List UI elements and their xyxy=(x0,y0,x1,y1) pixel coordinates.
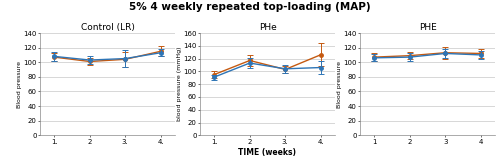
Y-axis label: Blood pressure: Blood pressure xyxy=(336,61,342,108)
Title: Control (LR): Control (LR) xyxy=(80,23,134,32)
Title: PHE: PHE xyxy=(418,23,436,32)
Y-axis label: blood pressure (mmHg): blood pressure (mmHg) xyxy=(176,47,182,121)
Y-axis label: Blood pressure: Blood pressure xyxy=(16,61,21,108)
X-axis label: TIME (weeks): TIME (weeks) xyxy=(238,148,296,157)
Title: PHe: PHe xyxy=(258,23,276,32)
Text: 5% 4 weekly repeated top-loading (MAP): 5% 4 weekly repeated top-loading (MAP) xyxy=(129,2,371,12)
